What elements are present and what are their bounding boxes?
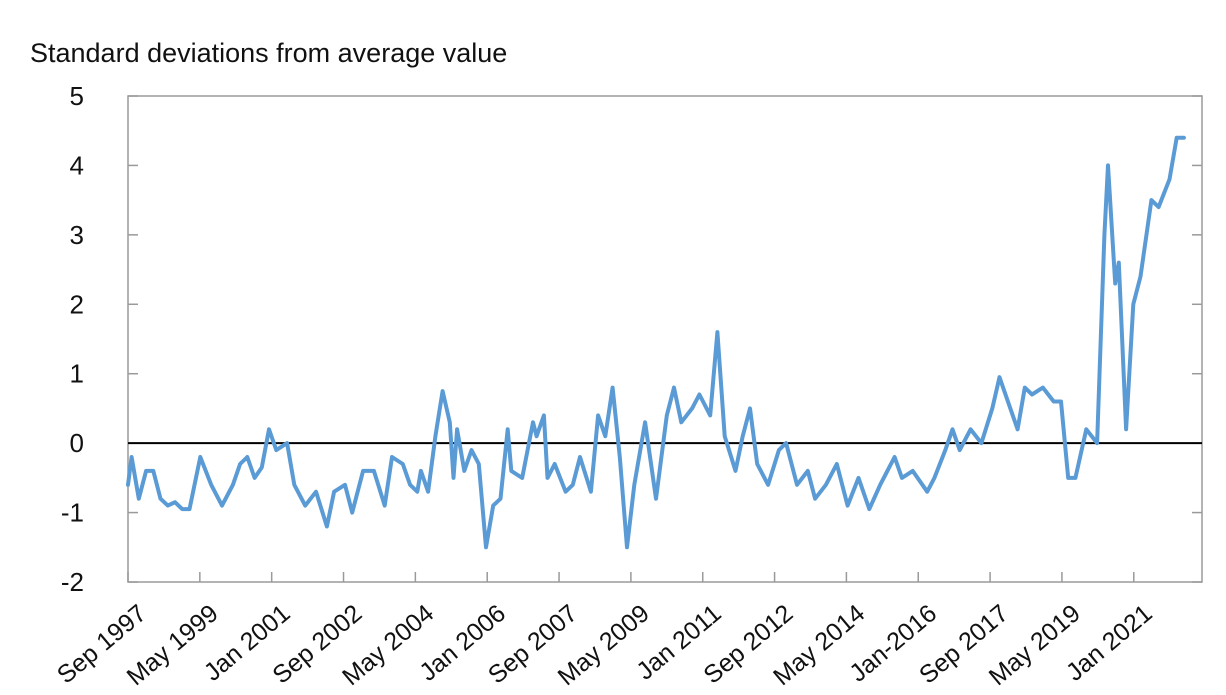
y-axis-label: Standard deviations from average value [30,38,507,68]
y-tick-label: -2 [61,567,84,597]
series-line [126,135,1186,550]
x-axis-ticks [127,572,1135,582]
y-tick-label: 1 [70,359,84,389]
y-tick-label: 2 [70,289,84,319]
plot-frame [127,95,1203,583]
y-axis-ticks: -2 -1 0 1 2 3 4 5 [61,81,1202,597]
y-tick-label: 5 [70,81,84,111]
y-tick-label: 3 [70,220,84,250]
y-tick-label: 0 [70,428,84,458]
y-tick-label: 4 [70,150,84,180]
y-tick-label: -1 [61,498,84,528]
